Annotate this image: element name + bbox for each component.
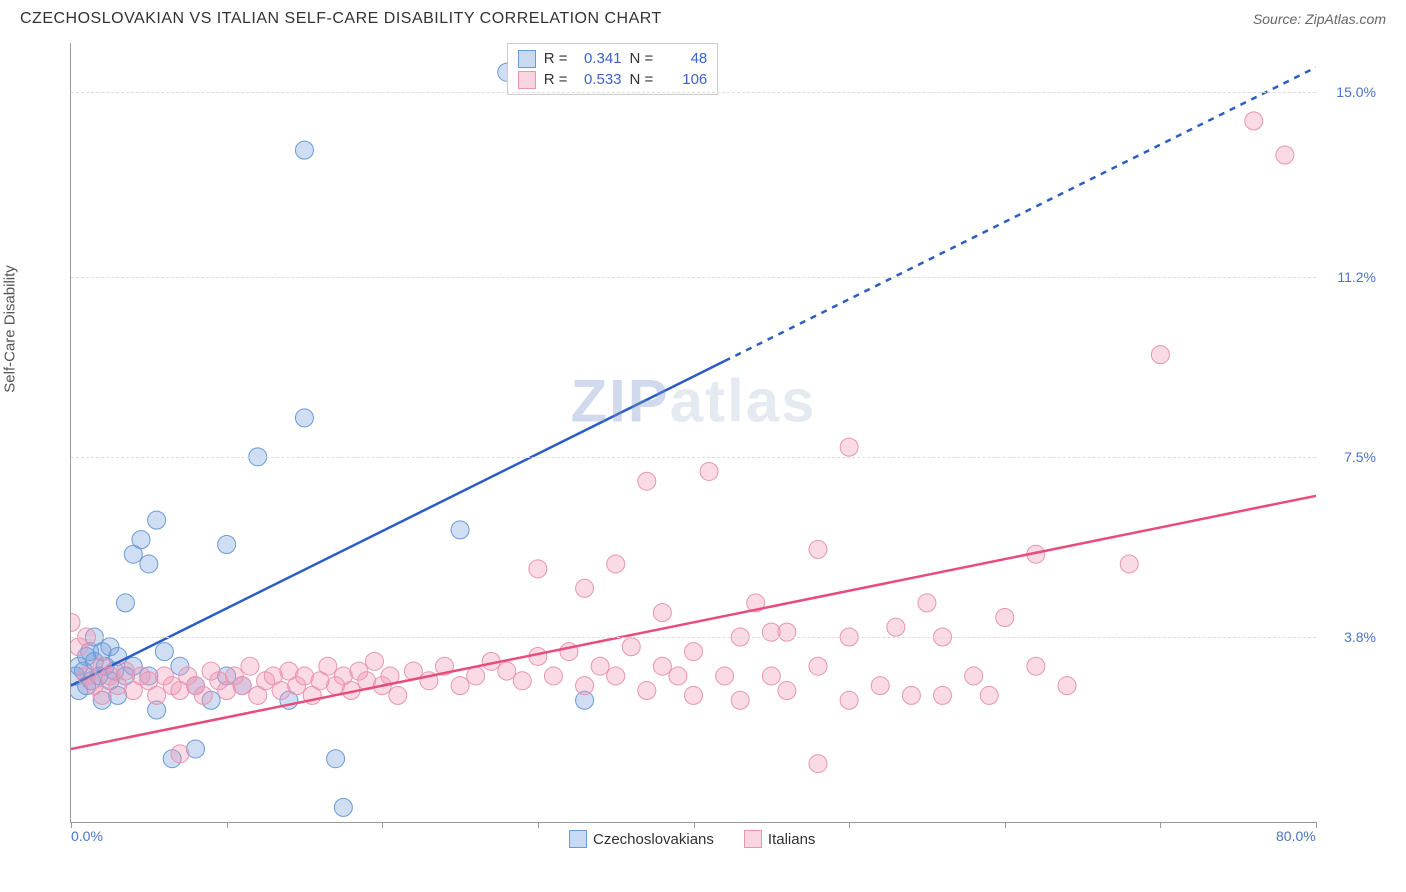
- y-tick-label: 3.8%: [1344, 629, 1376, 645]
- plot-area: ZIPatlas R = 0.341 N = 48 R = 0.533 N = …: [70, 43, 1316, 823]
- legend-item-italian: Italians: [744, 830, 816, 848]
- legend-item-czech: Czechoslovakians: [569, 830, 714, 848]
- y-tick-label: 15.0%: [1336, 84, 1376, 100]
- chart-container: Self-Care Disability ZIPatlas R = 0.341 …: [20, 33, 1386, 863]
- stats-row-italian: R = 0.533 N = 106: [518, 69, 708, 90]
- x-tick-label: 0.0%: [71, 828, 103, 844]
- source-label: Source: ZipAtlas.com: [1253, 11, 1386, 27]
- series-legend: Czechoslovakians Italians: [569, 830, 815, 848]
- stats-legend: R = 0.341 N = 48 R = 0.533 N = 106: [507, 43, 719, 95]
- y-axis-label: Self-Care Disability: [2, 265, 19, 393]
- swatch-czech-bottom: [569, 830, 587, 848]
- swatch-italian: [518, 71, 536, 89]
- swatch-czech: [518, 50, 536, 68]
- y-tick-label: 11.2%: [1337, 269, 1376, 285]
- chart-title: CZECHOSLOVAKIAN VS ITALIAN SELF-CARE DIS…: [20, 10, 662, 28]
- scatter-plot: [71, 43, 1316, 822]
- x-tick-label: 80.0%: [1276, 828, 1316, 844]
- stats-row-czech: R = 0.341 N = 48: [518, 48, 708, 69]
- y-tick-label: 7.5%: [1344, 449, 1376, 465]
- swatch-italian-bottom: [744, 830, 762, 848]
